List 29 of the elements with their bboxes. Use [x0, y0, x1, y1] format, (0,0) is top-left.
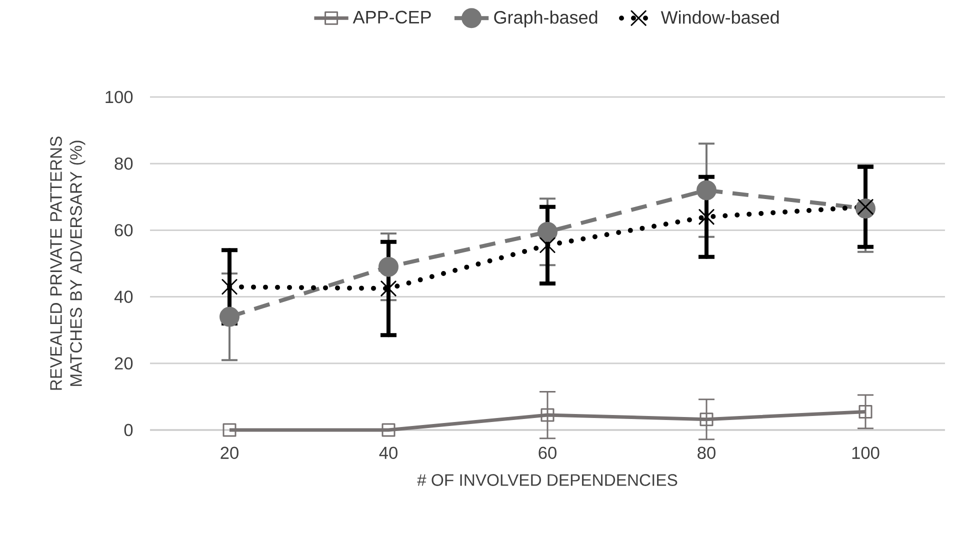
point	[696, 180, 717, 200]
y-axis-title: REVEALED PRIVATE PATTERNS MATCHES BY ADVERSARY (%)	[50, 136, 86, 390]
point	[538, 222, 558, 242]
x-tick-label: 100	[852, 446, 880, 459]
point	[222, 278, 238, 295]
legend-label: Window-based	[660, 10, 779, 24]
point	[698, 209, 714, 225]
point	[540, 237, 556, 254]
x-tick-label: 40	[379, 446, 398, 459]
x-tick-label: 20	[220, 446, 238, 459]
point	[220, 306, 240, 327]
x-axis-title: # OF INVOLVED DEPENDENCIES	[417, 474, 678, 486]
point	[378, 256, 399, 277]
x-tick-label: 60	[538, 446, 556, 459]
y-tick-label: 60	[114, 224, 133, 236]
y-tick-label: 0	[124, 424, 133, 436]
point	[222, 423, 236, 437]
legend-label: APP-CEP	[352, 10, 431, 24]
point	[700, 412, 714, 426]
legend-label: Graph-based	[494, 10, 598, 28]
point	[540, 408, 554, 422]
point	[858, 404, 872, 418]
y-tick-label: 40	[114, 290, 133, 303]
y-tick-label: 20	[114, 357, 133, 370]
x-tick-label: 80	[698, 446, 716, 459]
point	[382, 423, 396, 437]
y-tick-label: 80	[114, 157, 133, 170]
point	[380, 280, 396, 296]
y-tick-label: 100	[106, 90, 133, 104]
